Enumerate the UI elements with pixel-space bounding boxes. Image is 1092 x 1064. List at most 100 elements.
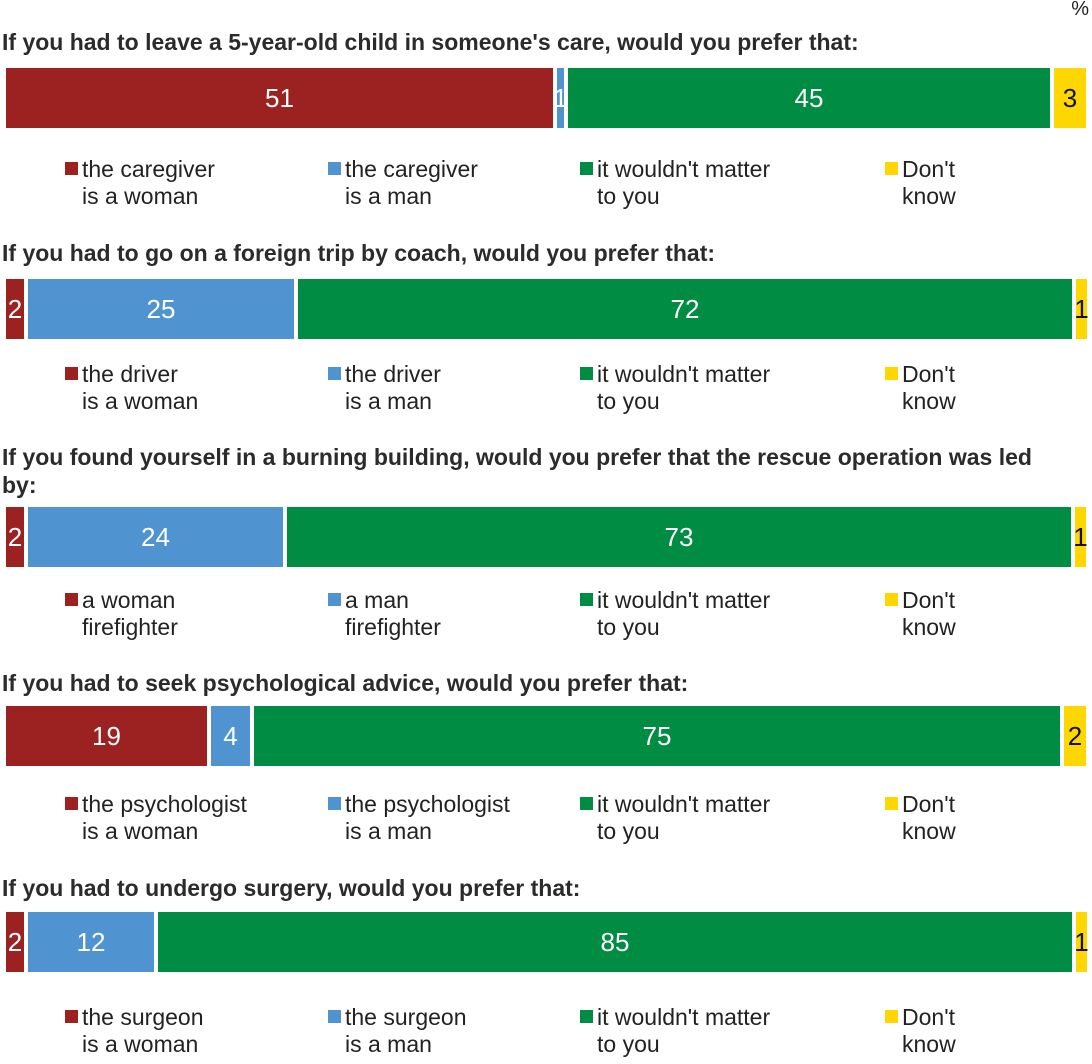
legend-swatch-icon	[580, 797, 593, 810]
question-title: If you had to seek psychological advice,…	[2, 670, 689, 696]
bar-segment-man: 1	[553, 68, 568, 128]
legend: the psychologist is a woman the psycholog…	[0, 791, 1092, 851]
bar-segment-woman: 51	[6, 68, 557, 128]
bar-segment-dont-know: 3	[1054, 68, 1086, 128]
stacked-bar: 2 24 73 1	[6, 507, 1088, 567]
segment-value: 1	[1073, 521, 1088, 552]
segment-value: 2	[7, 293, 23, 324]
legend-text: is a woman	[82, 818, 199, 844]
legend-text: to you	[597, 183, 660, 209]
legend-text: the surgeon	[82, 1004, 204, 1030]
segment-value: 1	[1074, 293, 1089, 324]
legend: the caregiver is a woman the caregiver is …	[0, 156, 1092, 216]
legend-text: the caregiver	[82, 156, 215, 182]
legend-swatch-icon	[65, 367, 78, 380]
legend-text: the driver	[82, 361, 178, 387]
bar-segment-man: 12	[28, 912, 158, 972]
question-title: If you found yourself in a burning build…	[2, 444, 1032, 498]
bar-segment-no-matter: 75	[254, 706, 1064, 766]
legend-text: a woman	[82, 587, 176, 613]
bar-segment-woman: 19	[6, 706, 211, 766]
legend-text: the surgeon	[345, 1004, 467, 1030]
legend-swatch-icon	[580, 1010, 593, 1023]
legend-text: Don't	[902, 1004, 955, 1030]
legend-text: a man	[345, 587, 409, 613]
bar-segment-man: 4	[211, 706, 254, 766]
legend-swatch-icon	[885, 162, 898, 175]
legend-text: it wouldn't matter	[597, 1004, 771, 1030]
legend-text: is a man	[345, 183, 432, 209]
percent-unit-label: %	[1071, 0, 1089, 20]
legend-text: is a man	[345, 1031, 432, 1057]
stacked-bar: 19 4 75 2	[6, 706, 1086, 766]
legend-text: it wouldn't matter	[597, 156, 771, 182]
segment-value: 51	[265, 82, 294, 113]
segment-value: 1	[1074, 926, 1089, 957]
segment-value: 25	[146, 293, 176, 324]
legend-swatch-icon	[580, 593, 593, 606]
legend: the surgeon is a woman the surgeon is a ma…	[0, 1004, 1092, 1064]
question-title: If you had to leave a 5-year-old child i…	[2, 29, 859, 55]
legend-swatch-icon	[580, 367, 593, 380]
stacked-bar: 2 12 85 1	[6, 912, 1089, 972]
stacked-bar: 51 1 45 3	[6, 68, 1086, 128]
legend-text: know	[902, 183, 956, 209]
bar-segment-woman: 2	[6, 507, 28, 567]
legend-text: know	[902, 614, 956, 640]
bar-segment-no-matter: 85	[158, 912, 1076, 972]
legend-text: it wouldn't matter	[597, 791, 771, 817]
segment-value: 3	[1062, 82, 1078, 113]
legend-swatch-icon	[885, 1010, 898, 1023]
legend-text: Don't	[902, 156, 955, 182]
segment-value: 19	[92, 720, 121, 751]
segment-value: 2	[7, 521, 23, 552]
legend-text: know	[902, 388, 956, 414]
segment-value: 2	[1067, 720, 1083, 751]
legend-text: is a man	[345, 388, 432, 414]
legend-swatch-icon	[65, 1010, 78, 1023]
legend-swatch-icon	[65, 593, 78, 606]
segment-value: 75	[642, 720, 672, 751]
legend-swatch-icon	[885, 593, 898, 606]
legend-text: the psychologist	[345, 791, 510, 817]
legend-text: the driver	[345, 361, 441, 387]
segment-value: 1	[553, 82, 568, 113]
legend-text: is a woman	[82, 388, 199, 414]
legend-text: it wouldn't matter	[597, 587, 771, 613]
legend-swatch-icon	[65, 797, 78, 810]
legend-text: to you	[597, 818, 660, 844]
segment-value: 4	[223, 720, 238, 751]
legend-text: Don't	[902, 791, 955, 817]
bar-segment-no-matter: 73	[287, 507, 1075, 567]
bar-segment-no-matter: 45	[568, 68, 1054, 128]
segment-value: 85	[600, 926, 630, 957]
legend-text: firefighter	[82, 614, 178, 640]
legend-text: is a woman	[82, 1031, 199, 1057]
legend-text: Don't	[902, 587, 955, 613]
question-title: If you had to undergo surgery, would you…	[2, 875, 581, 901]
legend-text: it wouldn't matter	[597, 361, 771, 387]
stacked-bar: 2 25 72 1	[6, 279, 1089, 339]
legend: the driver is a woman the driver is a man …	[0, 361, 1092, 421]
bar-segment-man: 24	[28, 507, 287, 567]
legend-text: firefighter	[345, 614, 441, 640]
bar-segment-dont-know: 1	[1074, 279, 1089, 339]
legend-text: to you	[597, 614, 660, 640]
legend-text: Don't	[902, 361, 955, 387]
legend-swatch-icon	[65, 162, 78, 175]
bar-segment-woman: 2	[6, 912, 28, 972]
question-title: If you had to go on a foreign trip by co…	[2, 240, 716, 266]
legend-swatch-icon	[328, 1010, 341, 1023]
segment-value: 45	[794, 82, 824, 113]
legend-swatch-icon	[885, 367, 898, 380]
segment-value: 24	[141, 521, 170, 552]
legend-text: to you	[597, 1031, 660, 1057]
bar-segment-dont-know: 1	[1073, 507, 1088, 567]
legend: a woman firefighter a man firefighter it w…	[0, 587, 1092, 647]
legend-text: to you	[597, 388, 660, 414]
bar-segment-dont-know: 2	[1064, 706, 1086, 766]
bar-segment-no-matter: 72	[298, 279, 1076, 339]
segment-value: 12	[76, 926, 106, 957]
legend-text: know	[902, 818, 956, 844]
legend-text: is a man	[345, 818, 432, 844]
